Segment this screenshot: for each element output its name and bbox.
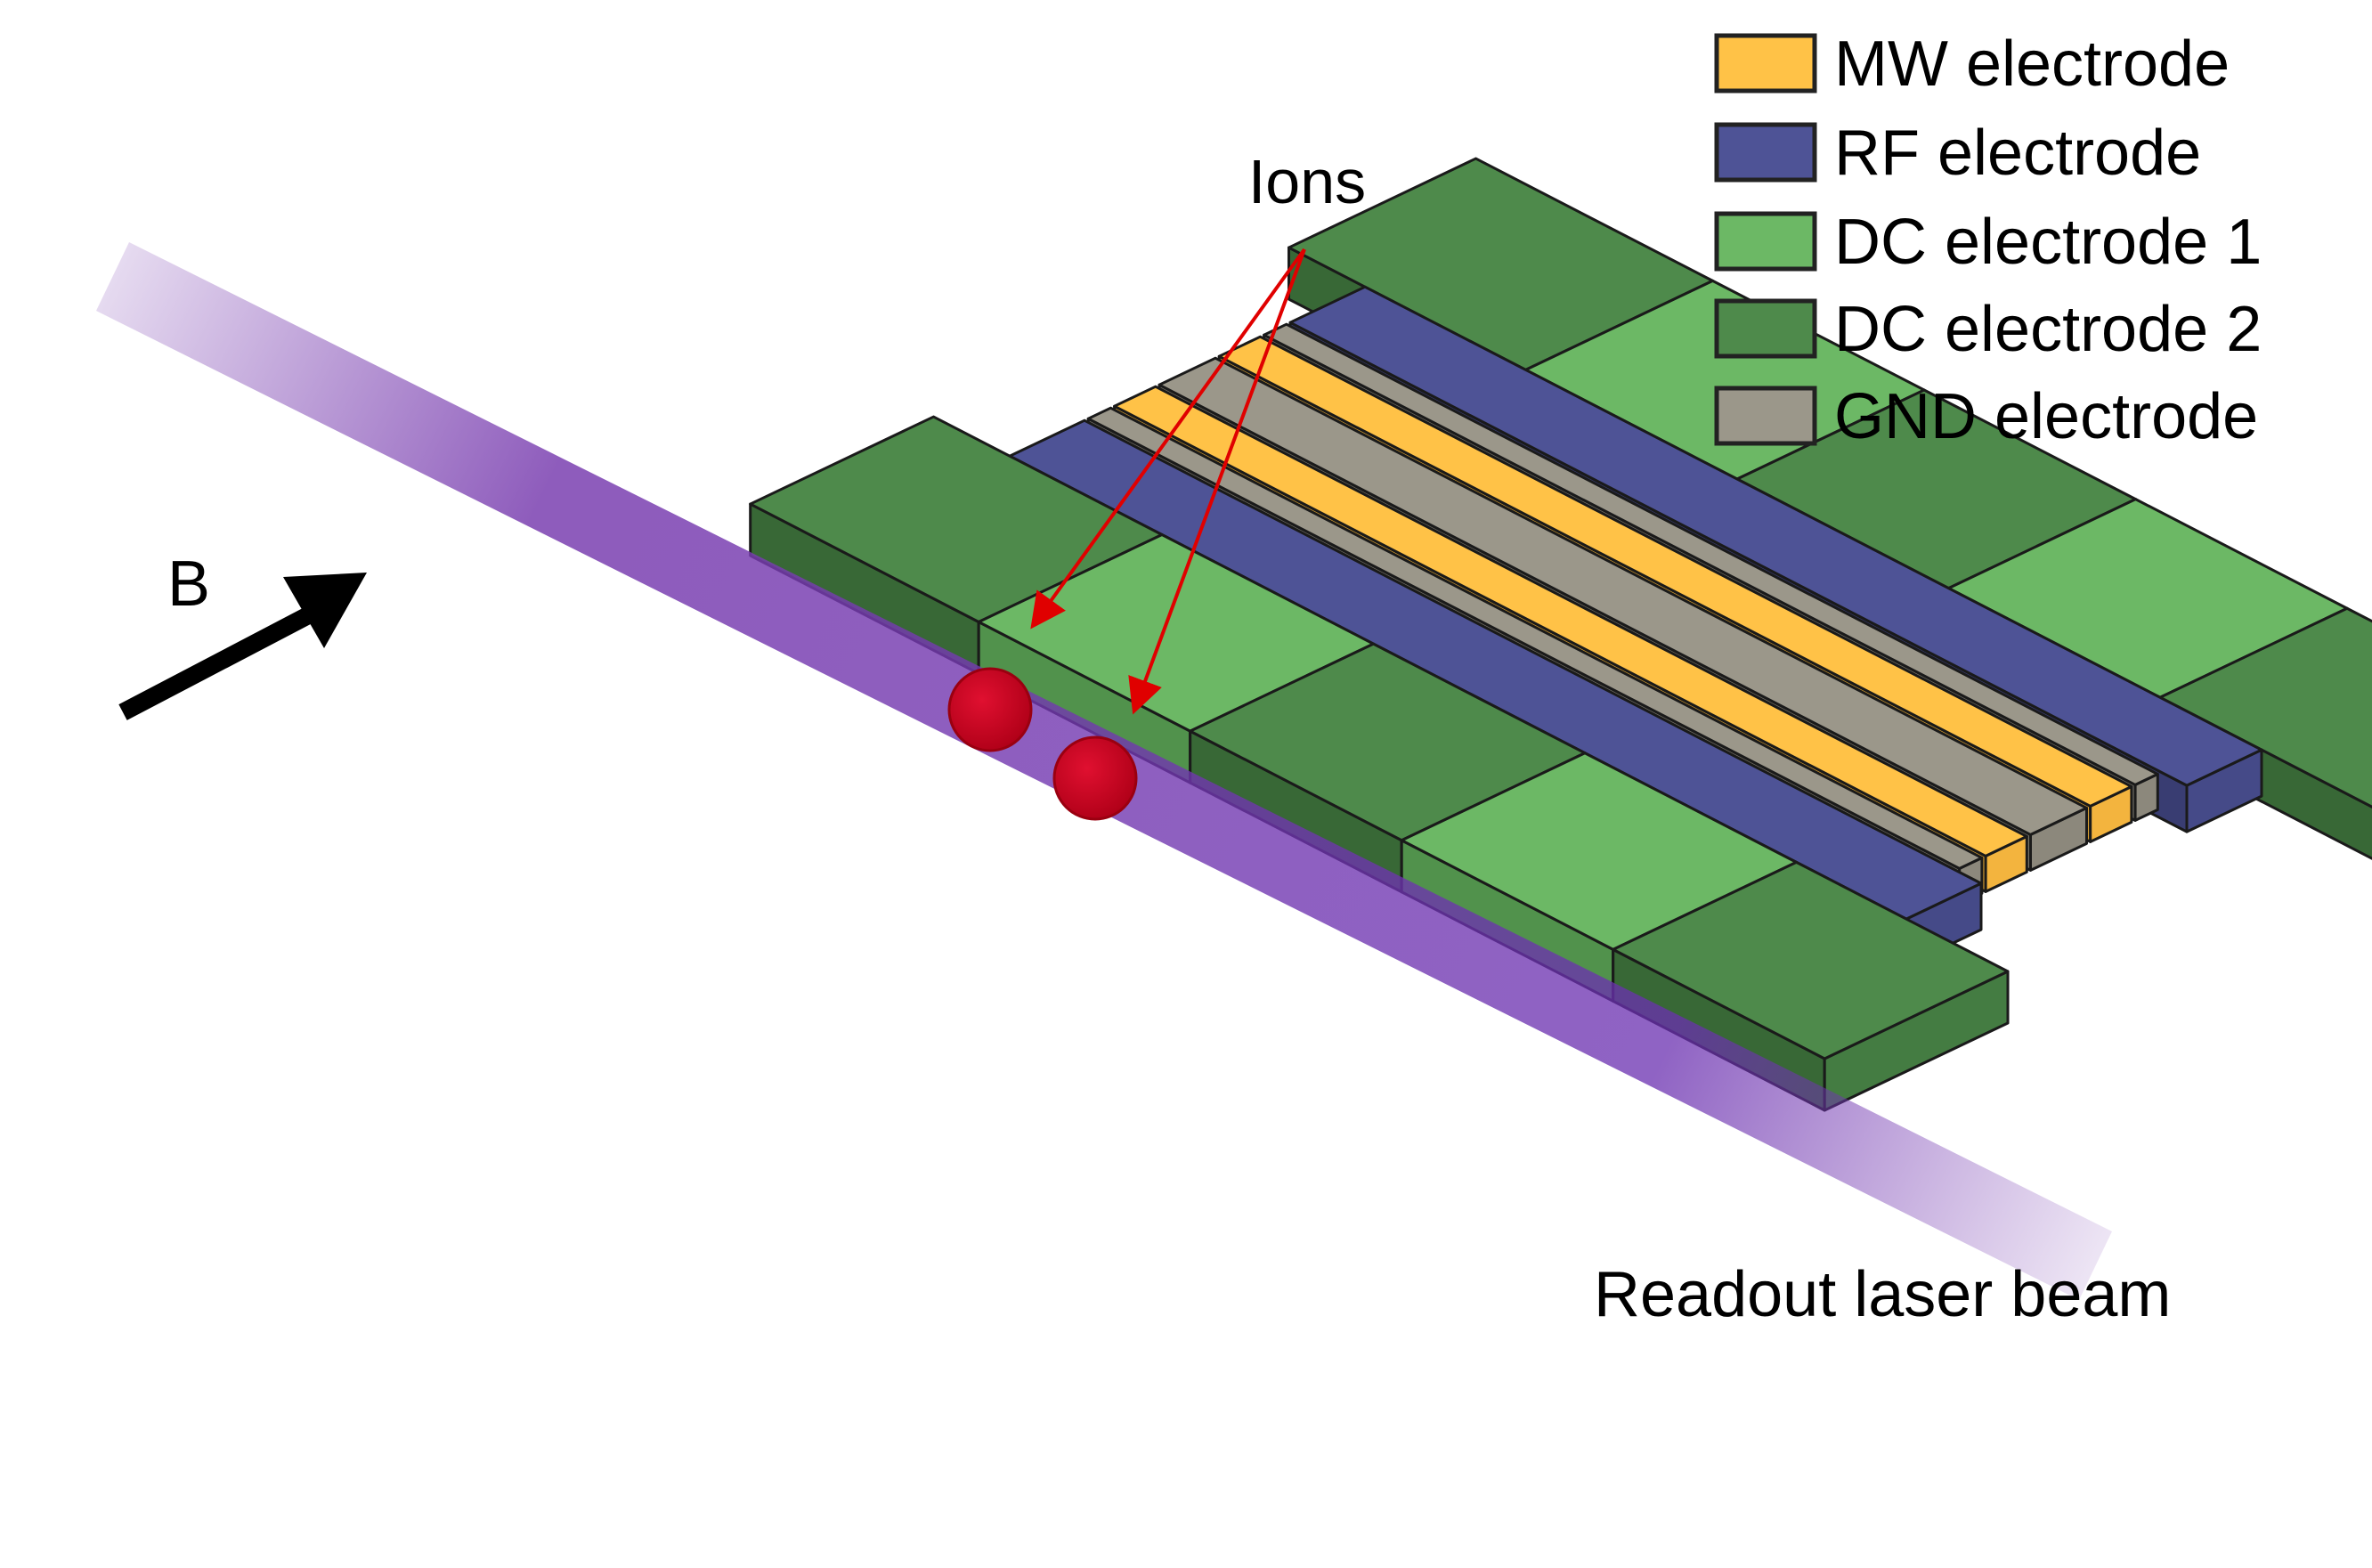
legend-swatch-rf: [1714, 122, 1817, 183]
ion-1: [947, 667, 1033, 752]
legend-swatch-gnd: [1714, 386, 1817, 446]
electrode-blocks: [749, 157, 2372, 1112]
legend-label-dc1: DC electrode 1: [1834, 207, 2262, 278]
legend-swatch-dc2: [1714, 298, 1817, 359]
ions-label: Ions: [1248, 147, 1366, 216]
legend-swatch-dc1: [1714, 211, 1817, 272]
legend-label-mw: MW electrode: [1834, 28, 2230, 100]
legend-swatch-mw: [1714, 33, 1817, 93]
ion-2: [1052, 735, 1138, 821]
mw-electrode-2: [1113, 385, 2028, 857]
legend: MW electrode RF electrode DC electrode 1…: [1714, 28, 2262, 452]
dc-electrode-2-far-3: [2158, 606, 2372, 808]
readout-beam-label: Readout laser beam: [1594, 1259, 2171, 1330]
magnetic-field-label: B: [167, 548, 210, 620]
legend-label-dc2: DC electrode 2: [1834, 294, 2262, 365]
magnetic-field-arrow: [118, 605, 318, 720]
dc-electrode-2-near-3: [1612, 860, 2010, 1060]
gnd-electrode-3: [1086, 406, 1984, 870]
gnd-electrode-1: [1263, 322, 2159, 786]
ion-pointer-arrow-1: [1030, 248, 1306, 630]
ion-pointer-arrow-2: [1128, 248, 1306, 715]
gnd-electrode-2: [1158, 356, 2088, 836]
legend-label-rf: RF electrode: [1834, 118, 2201, 189]
magnetic-field-arrowhead: [283, 573, 367, 648]
rf-electrode-far: [1288, 285, 2263, 787]
legend-label-gnd: GND electrode: [1834, 381, 2258, 452]
